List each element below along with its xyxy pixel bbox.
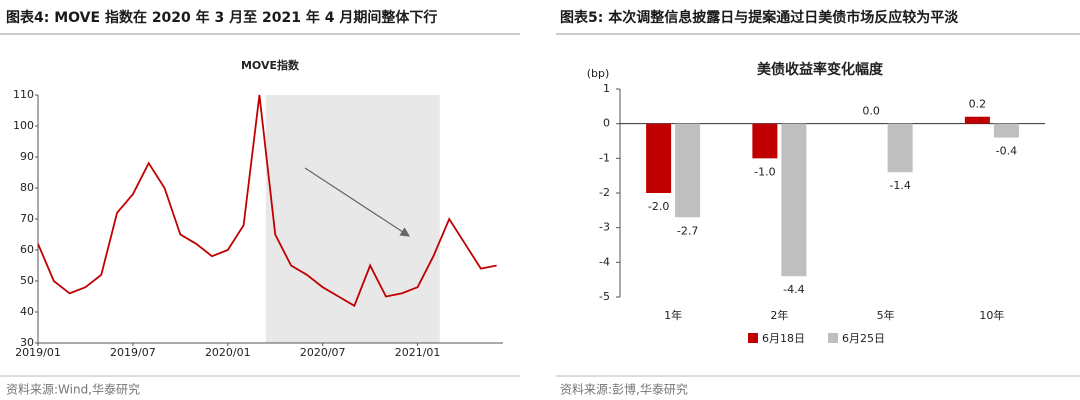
value-label: -2.0 [648, 200, 669, 213]
y-tick-label: -5 [599, 290, 610, 303]
bar [675, 123, 701, 218]
y-tick-label: 1 [603, 82, 610, 95]
chart-title: MOVE指数 [241, 58, 300, 72]
x-tick-label: 2年 [770, 308, 788, 322]
value-label: -4.4 [783, 283, 804, 296]
chart-title: 美债收益率变化幅度 [757, 61, 884, 78]
source: 资料来源:彭博,华泰研究 [560, 382, 688, 397]
y-tick-label: -4 [599, 255, 610, 268]
bar [964, 116, 990, 124]
trend-arrow [304, 167, 411, 237]
highlight-band [265, 95, 440, 343]
y-tick-label: -3 [599, 221, 610, 234]
value-label: -1.4 [889, 179, 910, 192]
y-tick-label: 80 [20, 181, 34, 194]
axis-label: (bp) [587, 67, 610, 80]
y-tick-label: -1 [599, 151, 610, 164]
legend-label: 6月25日 [842, 332, 885, 345]
x-tick-label: 2019/07 [110, 346, 156, 359]
value-label: 0.0 [862, 105, 880, 118]
bar [887, 123, 913, 173]
x-tick-label: 1年 [664, 308, 682, 322]
y-tick-label: 60 [20, 243, 34, 256]
x-tick-label: 2020/07 [300, 346, 346, 359]
value-label: -0.4 [996, 145, 1017, 158]
value-label: -1.0 [754, 165, 775, 178]
y-tick-label: 100 [13, 119, 34, 132]
x-tick-label: 2021/01 [395, 346, 441, 359]
y-tick-label: 50 [20, 274, 34, 287]
y-tick-label: -2 [599, 186, 610, 199]
x-tick-label: 2020/01 [205, 346, 251, 359]
y-tick-label: 90 [20, 150, 34, 163]
y-tick-label: 40 [20, 305, 34, 318]
bar [646, 123, 672, 193]
y-tick-label: 0 [603, 117, 610, 130]
bar [993, 123, 1019, 138]
legend-swatch [748, 333, 758, 343]
bar [781, 123, 807, 277]
bar [752, 123, 778, 159]
x-tick-label: 10年 [979, 308, 1004, 322]
x-tick-label: 2019/01 [15, 346, 61, 359]
y-tick-label: 70 [20, 212, 34, 225]
value-label: 0.2 [969, 98, 987, 111]
heading: 图表5: 本次调整信息披露日与提案通过日美债市场反应较为平淡 [560, 9, 959, 26]
y-tick-label: 30 [20, 336, 34, 349]
legend-swatch [828, 333, 838, 343]
x-tick-label: 5年 [877, 308, 895, 322]
heading: 图表4: MOVE 指数在 2020 年 3 月至 2021 年 4 月期间整体… [6, 9, 437, 26]
legend-label: 6月18日 [762, 332, 805, 345]
y-tick-label: 110 [13, 88, 34, 101]
value-label: -2.7 [677, 224, 698, 237]
source: 资料来源:Wind,华泰研究 [6, 382, 140, 397]
line [37, 94, 497, 308]
